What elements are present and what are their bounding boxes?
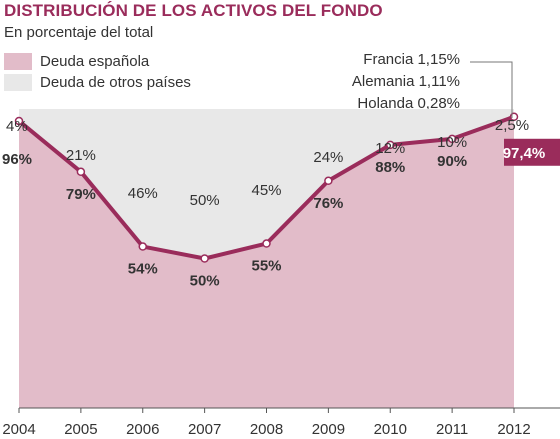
point-2010 (386, 140, 395, 150)
label-otros-2012: 2,5% (495, 117, 529, 134)
annotation-francia: Francia 1,15% (363, 51, 460, 68)
legend-label-deuda-espanola: Deuda española (40, 53, 150, 70)
label-otros-2010: 12% (375, 140, 405, 157)
label-espanola-2004: 96% (2, 151, 32, 168)
label-espanola-2005: 79% (66, 186, 96, 203)
point-2008 (262, 239, 271, 248)
label-espanola-2009: 76% (313, 195, 343, 212)
point-2006 (138, 242, 147, 251)
x-tick-label-2009: 2009 (312, 421, 345, 438)
final-value-badge (504, 138, 560, 166)
x-tick-label-2011: 2011 (436, 421, 468, 438)
x-tick-label-2004: 2004 (2, 421, 35, 438)
label-otros-2008: 45% (251, 182, 281, 199)
annotation-connector (470, 61, 513, 118)
label-otros-2007: 50% (190, 192, 220, 209)
point-2011 (447, 134, 457, 144)
area-deuda-espanola (19, 116, 514, 409)
x-tick-label-2010: 2010 (374, 421, 407, 438)
x-tick-label-2006: 2006 (126, 421, 159, 438)
chart-subtitle: En porcentaje del total (4, 24, 154, 41)
x-tick-label-2007: 2007 (188, 421, 221, 438)
label-otros-2004: 4% (6, 118, 28, 135)
label-espanola-2007: 50% (190, 273, 220, 290)
label-otros-2006: 46% (128, 185, 158, 202)
label-espanola-2012: 97,4% (503, 145, 546, 162)
label-espanola-2011: 90% (437, 153, 467, 170)
legend-swatch-deuda-otros (4, 74, 32, 91)
label-espanola-2010: 88% (375, 159, 405, 176)
legend-label-deuda-otros: Deuda de otros países (40, 74, 191, 91)
x-tick-label-2008: 2008 (250, 421, 283, 438)
annotation-alemania: Alemania 1,11% (351, 73, 460, 90)
chart-title: DISTRIBUCIÓN DE LOS ACTIVOS DEL FONDO (4, 1, 383, 20)
point-2004 (14, 116, 24, 126)
point-2005 (76, 167, 86, 177)
point-2009 (324, 176, 333, 186)
x-tick-label-2005: 2005 (64, 421, 97, 438)
point-2007 (200, 254, 209, 263)
label-otros-2009: 24% (313, 149, 343, 166)
x-tick-label-2012: 2012 (497, 421, 530, 438)
legend-swatch-deuda-espanola (4, 53, 32, 70)
label-espanola-2008: 55% (251, 258, 281, 275)
label-otros-2011: 10% (437, 134, 467, 151)
annotation-holanda: Holanda 0,28% (357, 95, 460, 112)
label-otros-2005: 21% (66, 147, 96, 164)
label-espanola-2006: 54% (128, 261, 158, 278)
